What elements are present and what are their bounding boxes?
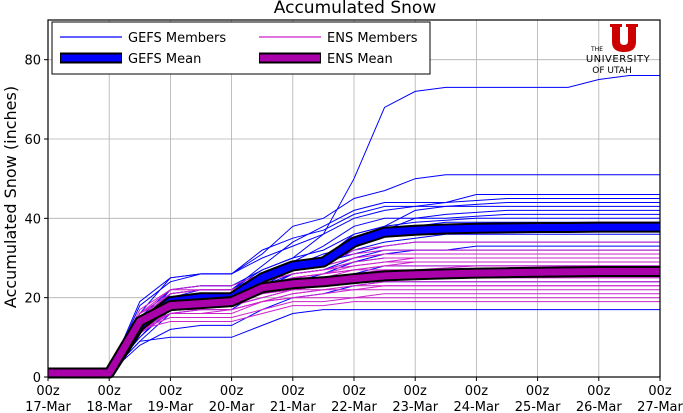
chart-title: Accumulated Snow [274,0,437,18]
ens-member-line [48,301,660,374]
legend-box [51,21,431,75]
legend-ens-mean-label: ENS Mean [327,52,393,67]
logo-university: UNIVERSITY [586,54,651,65]
ens-member-line [48,253,660,374]
x-tick-label-date: 17-Mar [25,400,71,413]
x-tick-label-date: 20-Mar [209,400,255,413]
x-tick-label-date: 19-Mar [148,400,194,413]
x-tick-label-hour: 00z [465,384,489,399]
ens-member-line [48,249,660,374]
y-tick-label: 40 [24,212,41,227]
x-tick-label-date: 18-Mar [86,400,132,413]
gefs-member-line [48,205,660,374]
y-tick-label: 80 [24,54,41,69]
x-tick-label-hour: 00z [36,384,60,399]
logo-the: THE [590,46,603,53]
x-tick-label-hour: 00z [404,384,428,399]
y-tick-label: 0 [33,371,41,386]
legend-gefs-members-label: GEFS Members [128,31,226,46]
ens-member-line [48,289,660,374]
x-tick-label-hour: 00z [587,384,611,399]
x-tick-label-hour: 00z [648,384,672,399]
ens-member-line [48,241,660,374]
x-tick-label-date: 24-Mar [454,400,500,413]
y-tick-label: 60 [24,133,41,148]
x-tick-label-hour: 00z [281,384,305,399]
x-tick-label-hour: 00z [342,384,366,399]
ens-mean-line [48,268,660,377]
gefs-member-line [48,309,660,374]
ens-member-line [48,293,660,374]
y-axis-label: Accumulated Snow (inches) [1,86,20,308]
x-tick-label-hour: 00z [220,384,244,399]
ens-member-line [48,285,660,374]
x-tick-label-date: 21-Mar [270,400,316,413]
y-tick-label: 20 [24,292,41,307]
x-tick-label-hour: 00z [159,384,183,399]
x-tick-label-date: 27-Mar [637,400,683,413]
x-tick-label-date: 26-Mar [576,400,622,413]
x-tick-label-hour: 00z [526,384,550,399]
x-tick-label-hour: 00z [98,384,122,399]
legend-ens-members-label: ENS Members [327,31,418,46]
legend: GEFS Members ENS Members GEFS Mean ENS M… [51,21,431,75]
y-axis: 0 20 40 60 80 [24,54,48,386]
university-of-utah-logo: THE UNIVERSITY OF UTAH [586,24,651,76]
block-u-icon [610,24,638,52]
gefs-member-line [48,194,660,374]
mean-lines [48,221,660,379]
x-axis: 00z17-Mar00z18-Mar00z19-Mar00z20-Mar00z2… [25,377,683,413]
x-tick-label-date: 22-Mar [331,400,377,413]
x-tick-label-date: 25-Mar [515,400,561,413]
legend-gefs-mean-label: GEFS Mean [128,52,201,67]
x-tick-label-date: 23-Mar [392,400,438,413]
logo-of-utah: OF UTAH [592,66,631,76]
